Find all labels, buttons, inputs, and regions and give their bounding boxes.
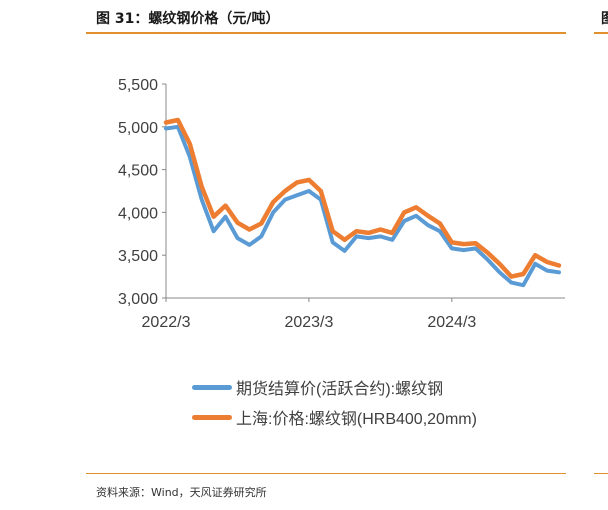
legend-label-futures: 期货结算价(活跃合约):螺纹钢	[236, 381, 444, 398]
y-tick-label: 5,500	[118, 77, 158, 94]
source-divider	[86, 473, 566, 474]
x-tick-label: 2022/3	[142, 314, 191, 331]
title-divider	[86, 32, 566, 34]
series-line-futures	[164, 124, 561, 288]
legend-swatch-spot	[192, 414, 232, 420]
y-tick-label: 5,000	[118, 120, 158, 137]
x-axis: 2022/3 2023/3 2024/3	[142, 297, 565, 331]
x-tick-label: 2023/3	[284, 314, 333, 331]
legend-item-futures: 期货结算价(活跃合约):螺纹钢	[192, 372, 477, 402]
y-axis: 3,000 3,500 4,000 4,500 5,000 5,500	[118, 77, 167, 308]
legend: 期货结算价(活跃合约):螺纹钢 上海:价格:螺纹钢(HRB400,20mm)	[192, 372, 477, 432]
y-tick-label: 4,500	[118, 163, 158, 180]
y-tick-label: 3,500	[118, 248, 158, 265]
legend-item-spot: 上海:价格:螺纹钢(HRB400,20mm)	[192, 402, 477, 432]
legend-label-spot: 上海:价格:螺纹钢(HRB400,20mm)	[236, 411, 477, 428]
y-tick-label: 4,000	[118, 205, 158, 222]
source-note: 资料来源：Wind，天风证券研究所	[96, 486, 267, 499]
legend-swatch-futures	[192, 384, 232, 390]
next-figure-title-fragment: 图	[601, 8, 608, 28]
chart-title: 图 31：螺纹钢价格（元/吨）	[96, 11, 280, 27]
series-line-spot	[163, 117, 562, 279]
next-figure-divider	[594, 32, 608, 34]
next-source-divider	[594, 473, 608, 474]
x-tick-label: 2024/3	[427, 314, 476, 331]
series-layer	[163, 117, 562, 288]
y-tick-label: 3,000	[118, 291, 158, 308]
